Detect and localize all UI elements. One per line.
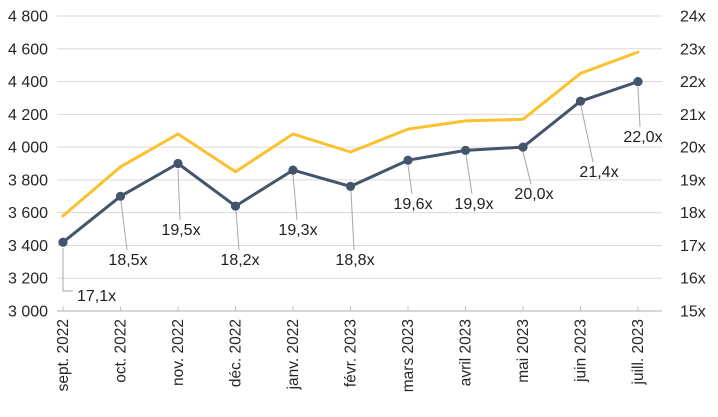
right-axis-tick-label: 21x xyxy=(680,107,706,124)
right-axis-tick-label: 19x xyxy=(680,172,706,189)
x-axis-category-label: avril 2023 xyxy=(458,319,475,386)
left-axis-tick-label: 4 400 xyxy=(8,74,48,91)
x-axis-category-label: mai 2023 xyxy=(515,319,532,383)
x-axis-category-label: juin 2023 xyxy=(573,319,590,383)
right-axis-tick-label: 20x xyxy=(680,140,706,157)
label-leader-line xyxy=(62,248,73,292)
data-point-label: 22,0x xyxy=(623,129,662,146)
label-leader-line xyxy=(407,164,413,195)
right-axis-tick-label: 23x xyxy=(680,41,706,58)
x-axis-category-label: oct. 2022 xyxy=(113,319,130,383)
data-point-label: 17,1x xyxy=(77,288,116,305)
right-axis-tick-label: 22x xyxy=(680,74,706,91)
data-point-label: 18,8x xyxy=(335,252,374,269)
dark-series-line xyxy=(61,80,640,244)
data-point-marker xyxy=(173,158,183,169)
left-axis-tick-label: 3 800 xyxy=(8,172,48,189)
label-leader-line xyxy=(177,168,181,221)
left-axis-tick-label: 3 600 xyxy=(8,205,48,222)
label-leader-line xyxy=(235,210,240,251)
data-point-marker xyxy=(633,77,643,87)
label-leader-line xyxy=(580,105,594,163)
data-point-marker xyxy=(230,201,241,211)
data-point-marker xyxy=(288,165,298,175)
right-axis-tick-label: 24x xyxy=(680,9,706,26)
right-axis-tick-label: 18x xyxy=(680,205,706,222)
data-point-label: 19,3x xyxy=(278,222,317,239)
x-axis-category-label: févr. 2023 xyxy=(343,319,360,387)
data-point-marker xyxy=(575,96,586,106)
data-point-marker xyxy=(518,142,528,152)
x-axis-category-label: mars 2023 xyxy=(400,319,417,392)
left-axis-tick-label: 4 000 xyxy=(8,140,48,157)
label-leader-line xyxy=(465,154,473,195)
x-axis-category-label: janv. 2022 xyxy=(285,319,302,390)
data-point-label: 18,2x xyxy=(220,252,259,269)
label-leader-line xyxy=(350,190,355,251)
x-axis-category-label: nov. 2022 xyxy=(170,319,187,386)
data-point-label: 19,9x xyxy=(454,196,493,213)
data-point-label: 21,4x xyxy=(579,164,618,181)
left-axis-tick-label: 3 200 xyxy=(8,271,48,288)
data-point-marker xyxy=(403,155,413,165)
data-point-label: 19,5x xyxy=(161,222,200,239)
data-point-marker xyxy=(115,191,126,201)
label-leader-line xyxy=(292,174,298,221)
data-point-label: 19,6x xyxy=(393,196,432,213)
label-leader-line xyxy=(522,151,532,185)
data-point-marker xyxy=(460,145,471,155)
left-axis-tick-label: 4 200 xyxy=(8,107,48,124)
data-point-label: 18,5x xyxy=(108,252,147,269)
left-axis-tick-label: 4 800 xyxy=(8,9,48,26)
left-axis-tick-label: 3 000 xyxy=(8,304,48,321)
label-leader-line xyxy=(637,86,641,128)
yellow-series-line xyxy=(61,50,640,218)
left-axis-tick-label: 4 600 xyxy=(8,41,48,58)
x-axis-category-label: déc. 2022 xyxy=(228,319,245,387)
data-point-marker xyxy=(58,237,68,247)
x-axis-category-label: juill. 2023 xyxy=(630,319,647,386)
x-axis-category-label: sept. 2022 xyxy=(55,319,72,391)
right-axis-tick-label: 17x xyxy=(680,238,706,255)
data-point-marker xyxy=(345,181,356,191)
data-point-label: 20,0x xyxy=(514,186,553,203)
right-axis-tick-label: 16x xyxy=(680,271,706,288)
label-leader-line xyxy=(120,200,128,251)
right-axis-tick-label: 15x xyxy=(680,304,706,321)
left-axis-tick-label: 3 400 xyxy=(8,238,48,255)
